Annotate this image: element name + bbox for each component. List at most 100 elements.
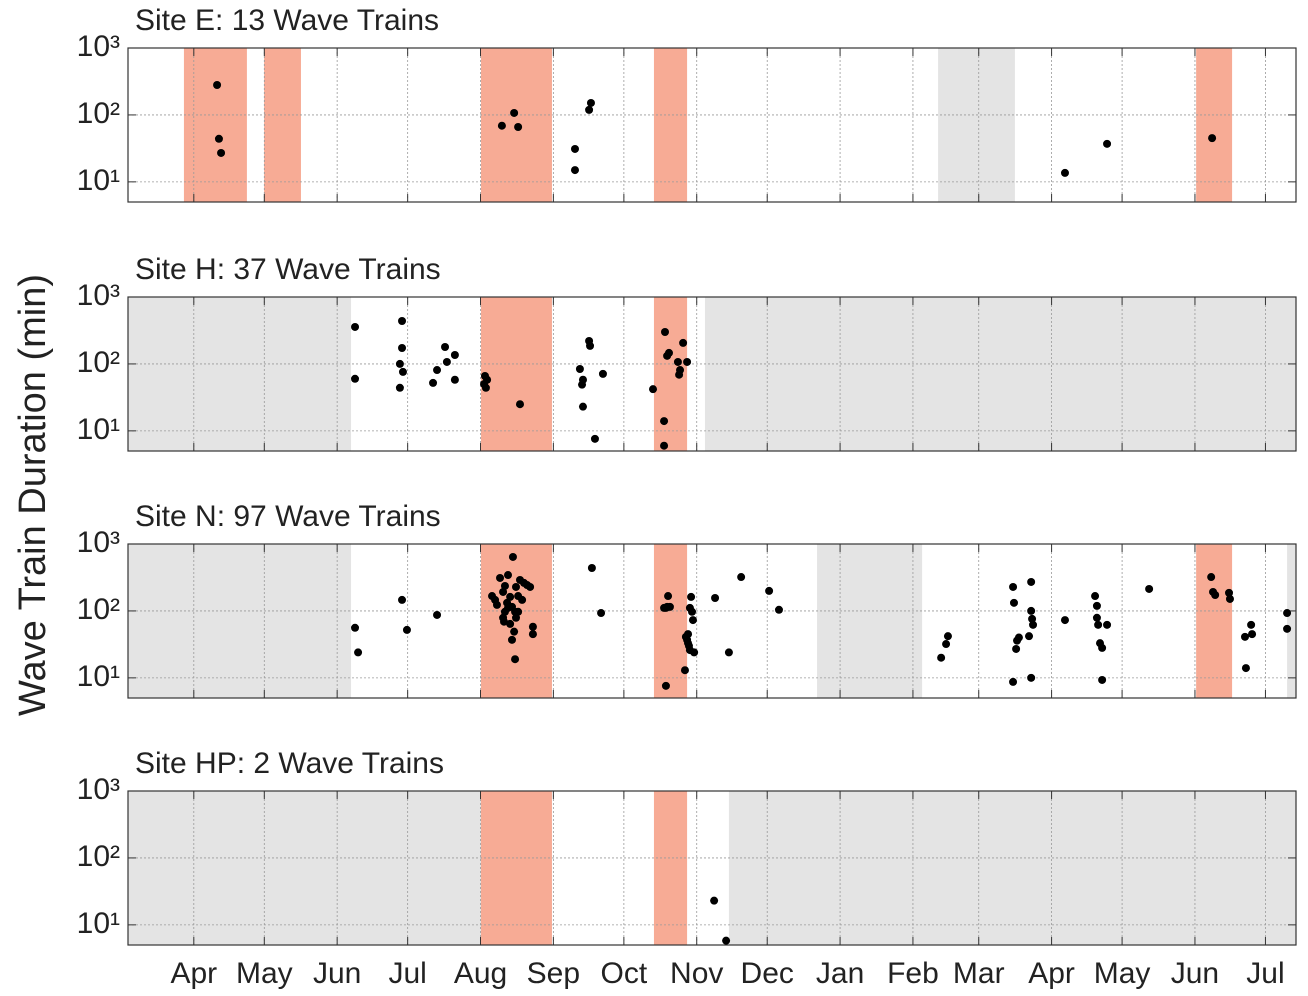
- y-tick-label: 10³: [77, 279, 120, 312]
- data-point: [661, 681, 670, 690]
- shaded-period: [128, 297, 352, 451]
- data-point: [688, 607, 697, 616]
- plot-frame: [127, 296, 1297, 452]
- x-tick-label: Jul: [1246, 957, 1284, 990]
- data-point: [526, 582, 535, 591]
- data-point: [442, 357, 451, 366]
- data-point: [1283, 609, 1292, 618]
- data-point: [575, 364, 584, 373]
- data-point: [687, 592, 696, 601]
- panel-title: Site HP: 2 Wave Trains: [135, 747, 444, 780]
- data-point: [1009, 582, 1018, 591]
- data-point: [508, 552, 517, 561]
- data-point: [943, 632, 952, 641]
- data-point: [774, 605, 783, 614]
- data-point: [1025, 632, 1034, 641]
- data-point: [481, 383, 490, 392]
- panel-title: Site E: 13 Wave Trains: [135, 4, 439, 37]
- x-tick-label: Mar: [953, 957, 1005, 990]
- data-point: [1207, 573, 1216, 582]
- data-point: [586, 341, 595, 350]
- shaded-period: [183, 48, 247, 202]
- data-point: [518, 595, 527, 604]
- data-point: [586, 98, 595, 107]
- plot-frame: [127, 790, 1297, 946]
- data-point: [664, 592, 673, 601]
- data-point: [395, 383, 404, 392]
- data-point: [354, 648, 363, 657]
- data-point: [504, 603, 513, 612]
- x-tick-label: May: [1094, 957, 1151, 990]
- data-point: [500, 617, 509, 626]
- data-point: [681, 632, 690, 641]
- data-point: [664, 348, 673, 357]
- shaded-period: [938, 48, 1015, 202]
- data-point: [1211, 590, 1220, 599]
- data-point: [492, 600, 501, 609]
- x-tick-label: Aug: [454, 957, 507, 990]
- data-point: [402, 625, 411, 634]
- y-tick-label: 10³: [77, 526, 120, 559]
- data-point: [217, 148, 226, 157]
- data-point: [214, 134, 223, 143]
- panel-title: Site H: 37 Wave Trains: [135, 253, 441, 286]
- data-point: [506, 619, 515, 628]
- shaded-period: [1196, 48, 1233, 202]
- x-tick-label: Nov: [670, 957, 723, 990]
- data-point: [1103, 620, 1112, 629]
- data-point: [504, 571, 513, 580]
- shaded-period: [704, 297, 1296, 451]
- y-tick-label: 10¹: [77, 907, 120, 940]
- panel-title: Site N: 97 Wave Trains: [135, 500, 441, 533]
- shaded-period: [817, 544, 923, 698]
- y-tick-label: 10²: [77, 97, 120, 130]
- shaded-period: [480, 791, 552, 945]
- data-point: [675, 370, 684, 379]
- data-point: [722, 936, 731, 945]
- y-tick-label: 10²: [77, 346, 120, 379]
- data-point: [660, 417, 669, 426]
- y-tick-label: 10¹: [77, 164, 120, 197]
- plot-area: [128, 48, 1296, 202]
- data-point: [1103, 139, 1112, 148]
- x-tick-label: Apr: [170, 957, 217, 990]
- data-point: [673, 357, 682, 366]
- data-point: [351, 322, 360, 331]
- data-point: [496, 573, 505, 582]
- data-point: [660, 441, 669, 450]
- data-point: [1283, 624, 1292, 633]
- data-point: [528, 622, 537, 631]
- data-point: [1241, 664, 1250, 673]
- data-point: [711, 594, 720, 603]
- data-point: [433, 610, 442, 619]
- y-axis-label: Wave Train Duration (min): [12, 274, 54, 716]
- data-point: [1248, 630, 1257, 639]
- data-point: [1241, 632, 1250, 641]
- data-point: [213, 80, 222, 89]
- data-point: [483, 375, 492, 384]
- data-point: [510, 627, 519, 636]
- shaded-period: [128, 544, 352, 698]
- data-point: [398, 343, 407, 352]
- data-point: [1009, 598, 1018, 607]
- y-tick-label: 10²: [77, 593, 120, 626]
- data-point: [937, 653, 946, 662]
- data-point: [506, 592, 515, 601]
- y-tick-label: 10¹: [77, 413, 120, 446]
- data-point: [578, 402, 587, 411]
- data-point: [510, 108, 519, 117]
- data-point: [1247, 620, 1256, 629]
- data-point: [942, 640, 951, 649]
- y-tick-label: 10³: [77, 30, 120, 63]
- data-point: [690, 648, 699, 657]
- data-point: [1225, 588, 1234, 597]
- data-point: [351, 374, 360, 383]
- data-point: [590, 434, 599, 443]
- data-point: [1009, 677, 1018, 686]
- data-point: [528, 630, 537, 639]
- shaded-period: [653, 791, 688, 945]
- data-point: [1060, 616, 1069, 625]
- data-point: [660, 327, 669, 336]
- x-tick-label: Apr: [1028, 957, 1075, 990]
- data-point: [1027, 673, 1036, 682]
